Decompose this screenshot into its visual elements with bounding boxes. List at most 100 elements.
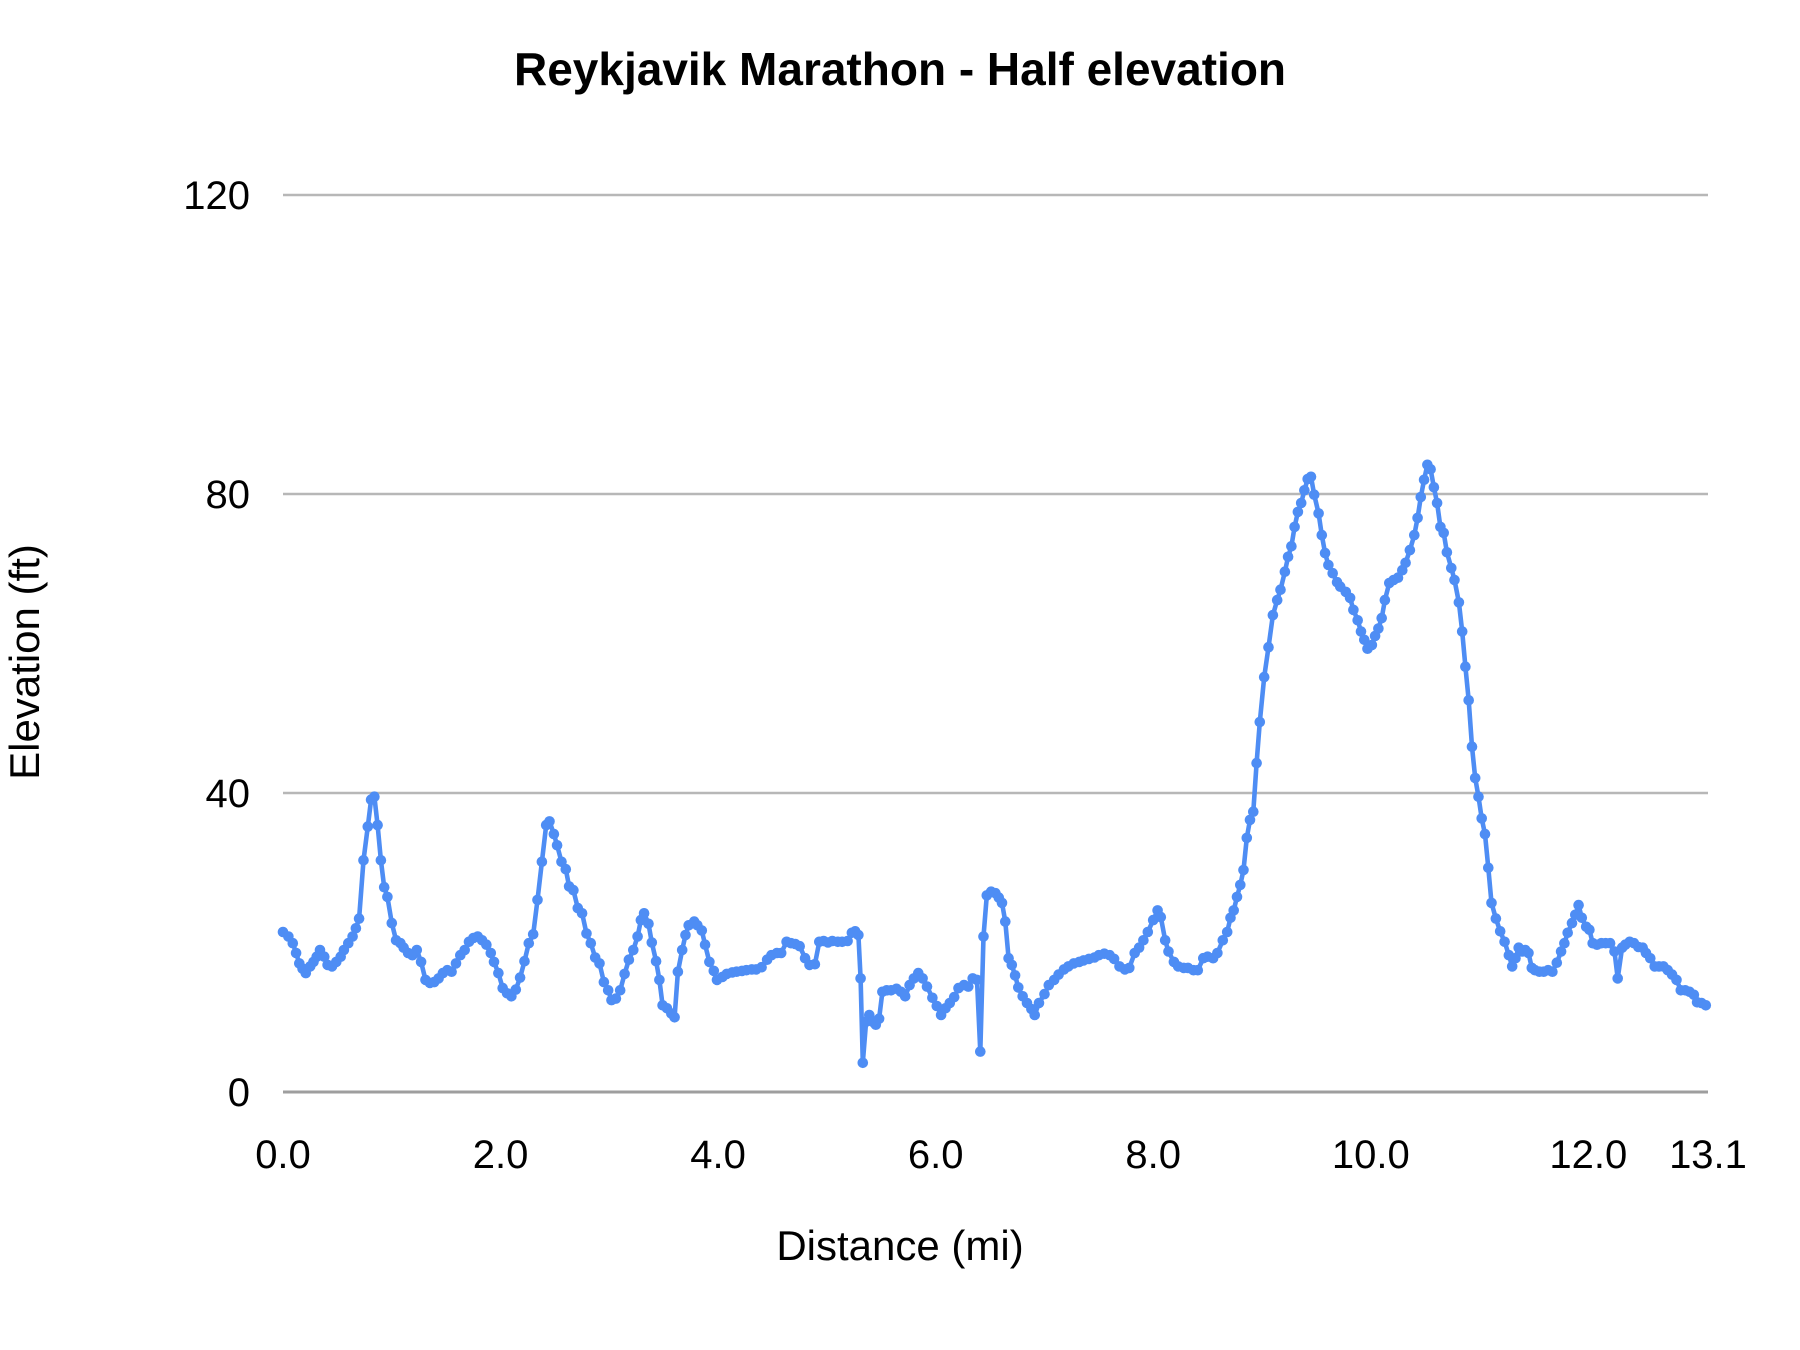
data-point[interactable] xyxy=(708,965,720,977)
data-point[interactable] xyxy=(610,993,622,1004)
data-point[interactable] xyxy=(1241,832,1253,844)
data-point[interactable] xyxy=(1506,961,1518,972)
data-point[interactable] xyxy=(1551,957,1563,968)
data-point[interactable] xyxy=(1486,897,1497,909)
data-point[interactable] xyxy=(963,981,974,992)
data-point[interactable] xyxy=(1013,982,1024,993)
data-point[interactable] xyxy=(1323,559,1334,571)
data-point[interactable] xyxy=(643,918,654,930)
data-point[interactable] xyxy=(978,931,989,942)
data-point[interactable] xyxy=(1251,757,1262,769)
data-point[interactable] xyxy=(568,884,579,896)
data-point[interactable] xyxy=(632,931,643,942)
data-point[interactable] xyxy=(1573,899,1584,911)
data-point[interactable] xyxy=(372,819,383,831)
data-point[interactable] xyxy=(585,937,597,949)
data-point[interactable] xyxy=(1547,966,1558,977)
data-point[interactable] xyxy=(1348,604,1359,616)
data-point[interactable] xyxy=(1476,813,1487,824)
data-point[interactable] xyxy=(1604,937,1616,949)
data-point[interactable] xyxy=(676,944,688,956)
data-point[interactable] xyxy=(948,991,960,1003)
data-point[interactable] xyxy=(1415,491,1427,503)
data-point[interactable] xyxy=(1404,544,1416,556)
data-point[interactable] xyxy=(1267,609,1279,621)
data-point[interactable] xyxy=(510,984,522,995)
data-point[interactable] xyxy=(548,828,560,840)
data-point[interactable] xyxy=(1292,506,1304,518)
data-point[interactable] xyxy=(1344,592,1356,604)
data-point[interactable] xyxy=(1029,1009,1040,1021)
data-point[interactable] xyxy=(1258,671,1270,683)
data-point[interactable] xyxy=(1499,936,1510,948)
data-point[interactable] xyxy=(493,967,504,979)
data-point[interactable] xyxy=(347,931,358,942)
data-point[interactable] xyxy=(638,908,650,919)
data-point[interactable] xyxy=(699,939,711,950)
data-point[interactable] xyxy=(1418,474,1430,486)
data-point[interactable] xyxy=(623,954,635,965)
data-point[interactable] xyxy=(287,937,299,949)
data-point[interactable] xyxy=(598,976,610,988)
data-point[interactable] xyxy=(680,929,691,941)
data-point[interactable] xyxy=(1671,974,1682,986)
data-point[interactable] xyxy=(1305,471,1317,483)
data-point[interactable] xyxy=(481,939,492,950)
data-point[interactable] xyxy=(386,917,398,929)
data-point[interactable] xyxy=(1039,988,1050,1000)
data-point[interactable] xyxy=(450,958,462,969)
data-point[interactable] xyxy=(669,1012,680,1023)
data-point[interactable] xyxy=(614,985,626,996)
data-point[interactable] xyxy=(362,821,374,832)
data-point[interactable] xyxy=(1327,567,1338,579)
data-point[interactable] xyxy=(536,856,548,868)
data-point[interactable] xyxy=(855,973,866,984)
data-point[interactable] xyxy=(1612,973,1623,984)
data-point[interactable] xyxy=(646,937,658,948)
data-point[interactable] xyxy=(1254,716,1266,728)
data-point[interactable] xyxy=(853,929,864,941)
data-point[interactable] xyxy=(459,944,471,956)
data-point[interactable] xyxy=(350,923,362,934)
data-point[interactable] xyxy=(1286,541,1297,552)
data-point[interactable] xyxy=(1142,926,1154,938)
data-point[interactable] xyxy=(358,855,369,866)
data-point[interactable] xyxy=(1289,521,1300,533)
data-point[interactable] xyxy=(581,928,592,939)
data-point[interactable] xyxy=(1228,905,1239,916)
data-point[interactable] xyxy=(1409,529,1420,541)
data-point[interactable] xyxy=(1124,962,1135,974)
data-point[interactable] xyxy=(353,913,365,924)
data-point[interactable] xyxy=(1235,879,1246,891)
data-point[interactable] xyxy=(971,974,983,986)
data-point[interactable] xyxy=(551,840,563,851)
data-point[interactable] xyxy=(794,940,805,952)
data-point[interactable] xyxy=(1238,864,1249,876)
data-point[interactable] xyxy=(544,816,555,827)
data-point[interactable] xyxy=(488,956,500,968)
data-point[interactable] xyxy=(1412,512,1423,524)
data-point[interactable] xyxy=(704,956,715,968)
data-point[interactable] xyxy=(873,1013,885,1024)
data-point[interactable] xyxy=(1009,970,1021,981)
data-point[interactable] xyxy=(619,968,630,980)
data-point[interactable] xyxy=(672,966,684,977)
data-point[interactable] xyxy=(1453,597,1465,608)
data-point[interactable] xyxy=(1231,891,1243,903)
data-point[interactable] xyxy=(446,966,457,977)
data-point[interactable] xyxy=(1428,482,1440,493)
data-point[interactable] xyxy=(917,973,928,984)
data-point[interactable] xyxy=(1700,1000,1712,1011)
data-point[interactable] xyxy=(576,908,588,919)
data-point[interactable] xyxy=(1355,626,1367,637)
data-point[interactable] xyxy=(628,944,639,956)
data-point[interactable] xyxy=(1510,952,1521,964)
data-point[interactable] xyxy=(899,991,911,1002)
data-point[interactable] xyxy=(1379,594,1391,606)
data-point[interactable] xyxy=(1359,634,1370,646)
data-point[interactable] xyxy=(1033,997,1045,1009)
data-point[interactable] xyxy=(1319,547,1331,559)
data-point[interactable] xyxy=(1376,612,1387,624)
data-point[interactable] xyxy=(375,855,387,866)
data-point[interactable] xyxy=(411,944,423,956)
